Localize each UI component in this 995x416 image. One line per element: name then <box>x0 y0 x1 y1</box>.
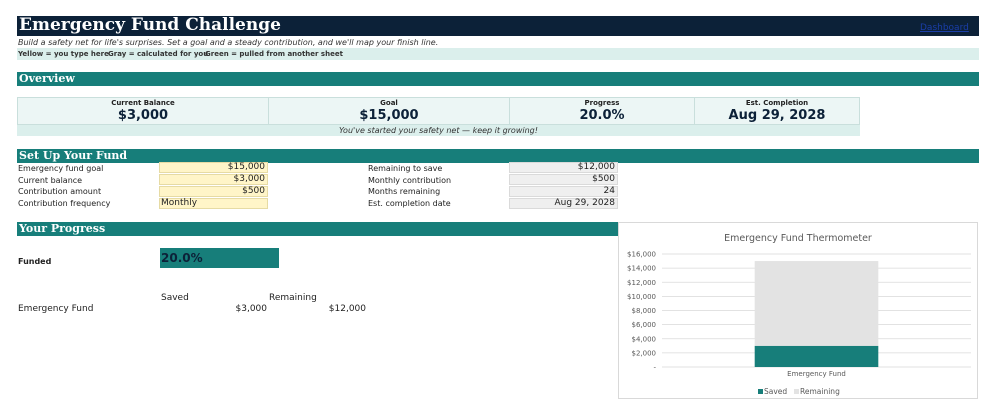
months-remaining-value: 24 <box>509 186 618 197</box>
progress-label: Progress <box>584 99 620 107</box>
legend-swatch-remaining <box>794 389 799 394</box>
monthly-contribution-label: Monthly contribution <box>368 176 452 185</box>
y-tick-label: $6,000 <box>632 321 657 329</box>
bar-remaining <box>754 261 879 346</box>
y-tick-label: $12,000 <box>627 279 656 287</box>
completion-date-label: Est. completion date <box>368 199 451 208</box>
page-title: Emergency Fund Challenge <box>19 15 281 35</box>
y-tick-label: $16,000 <box>627 251 656 259</box>
overview-section-bar <box>17 72 979 86</box>
balance-input-label: Current balance <box>18 176 83 185</box>
thermometer-chart-svg: Emergency Fund Thermometer - $2,000 $4,000… <box>627 233 971 396</box>
y-tick-label: $10,000 <box>627 293 656 301</box>
balance-input[interactable]: $3,000 <box>159 174 268 185</box>
saved-amount: $3,000 <box>235 304 268 314</box>
overview-section-title: Overview <box>19 72 75 85</box>
title-bar <box>17 16 979 36</box>
remaining-column-header: Remaining <box>269 293 317 303</box>
frequency-select[interactable]: Monthly <box>159 198 268 209</box>
frequency-input-label: Contribution frequency <box>18 199 111 208</box>
page-subtitle: Build a safety net for life's surprises.… <box>18 38 439 47</box>
goal-input-label: Emergency fund goal <box>18 164 104 173</box>
overview-note: You've started your safety net — keep it… <box>17 125 860 136</box>
y-tick-label: $2,000 <box>632 349 657 357</box>
current-balance-card <box>17 97 269 125</box>
completion-label: Est. Completion <box>745 99 809 107</box>
progress-value: 20.0% <box>579 108 625 123</box>
goal-label: Goal <box>380 99 398 107</box>
y-tick-label: $14,000 <box>627 265 656 273</box>
dashboard-link[interactable]: Dashboard <box>920 23 969 33</box>
current-balance-value: $3,000 <box>117 108 169 123</box>
completion-value: Aug 29, 2028 <box>728 108 826 123</box>
color-legend-bar <box>17 48 979 60</box>
completion-date-value: Aug 29, 2028 <box>509 198 618 209</box>
legend-green: Green = pulled from another sheet <box>205 50 343 58</box>
y-tick-label: $8,000 <box>632 307 657 315</box>
remaining-label: Remaining to save <box>368 164 443 173</box>
progress-section-bar <box>17 222 618 236</box>
remaining-value: $12,000 <box>509 162 618 173</box>
funded-label: Funded <box>18 257 52 266</box>
x-tick-label: Emergency Fund <box>787 370 846 378</box>
bar-saved <box>754 345 879 367</box>
legend-label-saved: Saved <box>764 387 787 396</box>
contribution-input-label: Contribution amount <box>18 187 102 196</box>
legend-gray: Gray = calculated for you <box>108 50 209 58</box>
chart-title: Emergency Fund Thermometer <box>724 233 872 244</box>
y-tick-label: - <box>653 364 656 372</box>
saved-column-header: Saved <box>161 293 189 303</box>
monthly-contribution-value: $500 <box>509 174 618 185</box>
months-remaining-label: Months remaining <box>368 187 441 196</box>
contribution-input[interactable]: $500 <box>159 186 268 197</box>
setup-section-bar <box>17 149 979 163</box>
goal-value: $15,000 <box>359 108 419 123</box>
legend-label-remaining: Remaining <box>800 387 840 396</box>
progress-section-title: Your Progress <box>19 222 106 235</box>
completion-card <box>694 97 860 125</box>
progress-card <box>509 97 695 125</box>
thermometer-chart: Emergency Fund Thermometer - $2,000 $4,000… <box>618 222 978 399</box>
current-balance-label: Current Balance <box>111 99 175 107</box>
setup-section-title: Set Up Your Fund <box>19 149 128 162</box>
y-tick-label: $4,000 <box>632 335 657 343</box>
legend-yellow: Yellow = you type here <box>18 50 109 58</box>
goal-input[interactable]: $15,000 <box>159 162 268 173</box>
remaining-amount: $12,000 <box>328 304 366 314</box>
fund-row-label: Emergency Fund <box>18 304 94 314</box>
legend-swatch-saved <box>758 389 763 394</box>
funded-percent: 20.0% <box>160 248 279 268</box>
